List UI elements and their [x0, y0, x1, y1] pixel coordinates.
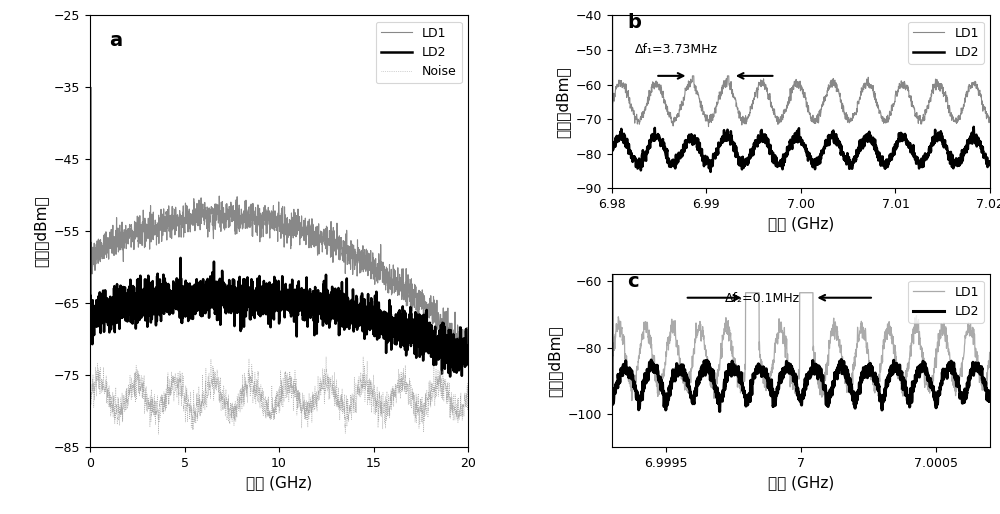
- Text: c: c: [627, 271, 639, 290]
- LD1: [790, 78, 802, 84]
- LD1: [904, 351, 916, 357]
- LD1: [703, 123, 715, 130]
- Noise: [414, 400, 426, 407]
- LD2: [84, 85, 96, 91]
- LD2: [780, 152, 792, 158]
- LD1: [606, 216, 618, 223]
- LD2: [790, 373, 802, 379]
- LD2: [150, 310, 162, 316]
- LD2: [606, 240, 618, 246]
- LD1: [625, 101, 637, 107]
- LD1: [984, 117, 996, 123]
- Legend: LD1, LD2: LD1, LD2: [908, 281, 984, 323]
- LD2: [714, 409, 726, 415]
- LD1: [973, 92, 985, 98]
- Line: LD2: LD2: [612, 243, 990, 412]
- X-axis label: 频率 (GHz): 频率 (GHz): [768, 216, 834, 231]
- Line: LD1: LD1: [612, 0, 990, 126]
- LD2: [973, 139, 985, 145]
- LD2: [973, 141, 985, 147]
- LD1: [973, 374, 985, 380]
- Noise: [127, 384, 139, 390]
- Line: Noise: Noise: [90, 122, 468, 434]
- LD1: [460, 359, 472, 365]
- LD2: [606, 13, 618, 19]
- LD1: [984, 359, 996, 365]
- X-axis label: 频率 (GHz): 频率 (GHz): [768, 475, 834, 490]
- LD2: [462, 358, 474, 364]
- LD1: [780, 108, 792, 114]
- LD1: [904, 94, 916, 100]
- LD2: [904, 401, 916, 407]
- Line: LD1: LD1: [612, 219, 990, 400]
- LD1: [246, 216, 258, 223]
- Noise: [84, 119, 96, 125]
- LD2: [229, 292, 241, 298]
- LD2: [625, 155, 637, 161]
- LD1: [625, 388, 637, 394]
- LD1: [84, 40, 96, 46]
- LD1: [229, 224, 241, 230]
- Text: b: b: [627, 12, 641, 31]
- Noise: [462, 393, 474, 399]
- LD1: [790, 384, 802, 390]
- Noise: [150, 408, 162, 414]
- Line: LD2: LD2: [612, 16, 990, 172]
- X-axis label: 频率 (GHz): 频率 (GHz): [246, 475, 312, 490]
- Noise: [152, 431, 164, 437]
- LD2: [904, 143, 916, 150]
- Noise: [229, 398, 241, 405]
- LD2: [984, 160, 996, 166]
- LD1: [127, 229, 139, 235]
- LD2: [705, 169, 717, 175]
- Y-axis label: 功率（dBm）: 功率（dBm）: [555, 66, 570, 138]
- LD1: [626, 397, 638, 403]
- LD2: [127, 310, 139, 316]
- LD2: [625, 373, 637, 379]
- LD1: [150, 229, 162, 235]
- LD2: [780, 366, 792, 373]
- LD1: [780, 334, 792, 340]
- LD1: [414, 303, 426, 309]
- Line: LD1: LD1: [90, 43, 468, 362]
- Text: Δf₁=3.73MHz: Δf₁=3.73MHz: [635, 43, 718, 57]
- LD2: [414, 335, 426, 341]
- LD2: [790, 137, 802, 143]
- LD1: [973, 371, 985, 377]
- Legend: LD1, LD2: LD1, LD2: [908, 22, 984, 64]
- LD2: [246, 276, 258, 282]
- LD1: [462, 346, 474, 352]
- LD2: [444, 374, 456, 380]
- Noise: [455, 390, 467, 396]
- Y-axis label: 功率（dBm）: 功率（dBm）: [33, 195, 48, 267]
- Text: Δf₂=0.1MHz: Δf₂=0.1MHz: [725, 292, 800, 305]
- Text: a: a: [109, 31, 122, 50]
- Noise: [246, 376, 258, 382]
- LD2: [455, 354, 467, 360]
- Y-axis label: 功率（dBm）: 功率（dBm）: [547, 325, 562, 397]
- LD2: [973, 369, 985, 375]
- Line: LD2: LD2: [90, 88, 468, 377]
- LD1: [973, 89, 985, 96]
- LD1: [455, 336, 467, 342]
- LD2: [973, 366, 985, 373]
- LD2: [984, 398, 996, 404]
- Legend: LD1, LD2, Noise: LD1, LD2, Noise: [376, 22, 462, 83]
